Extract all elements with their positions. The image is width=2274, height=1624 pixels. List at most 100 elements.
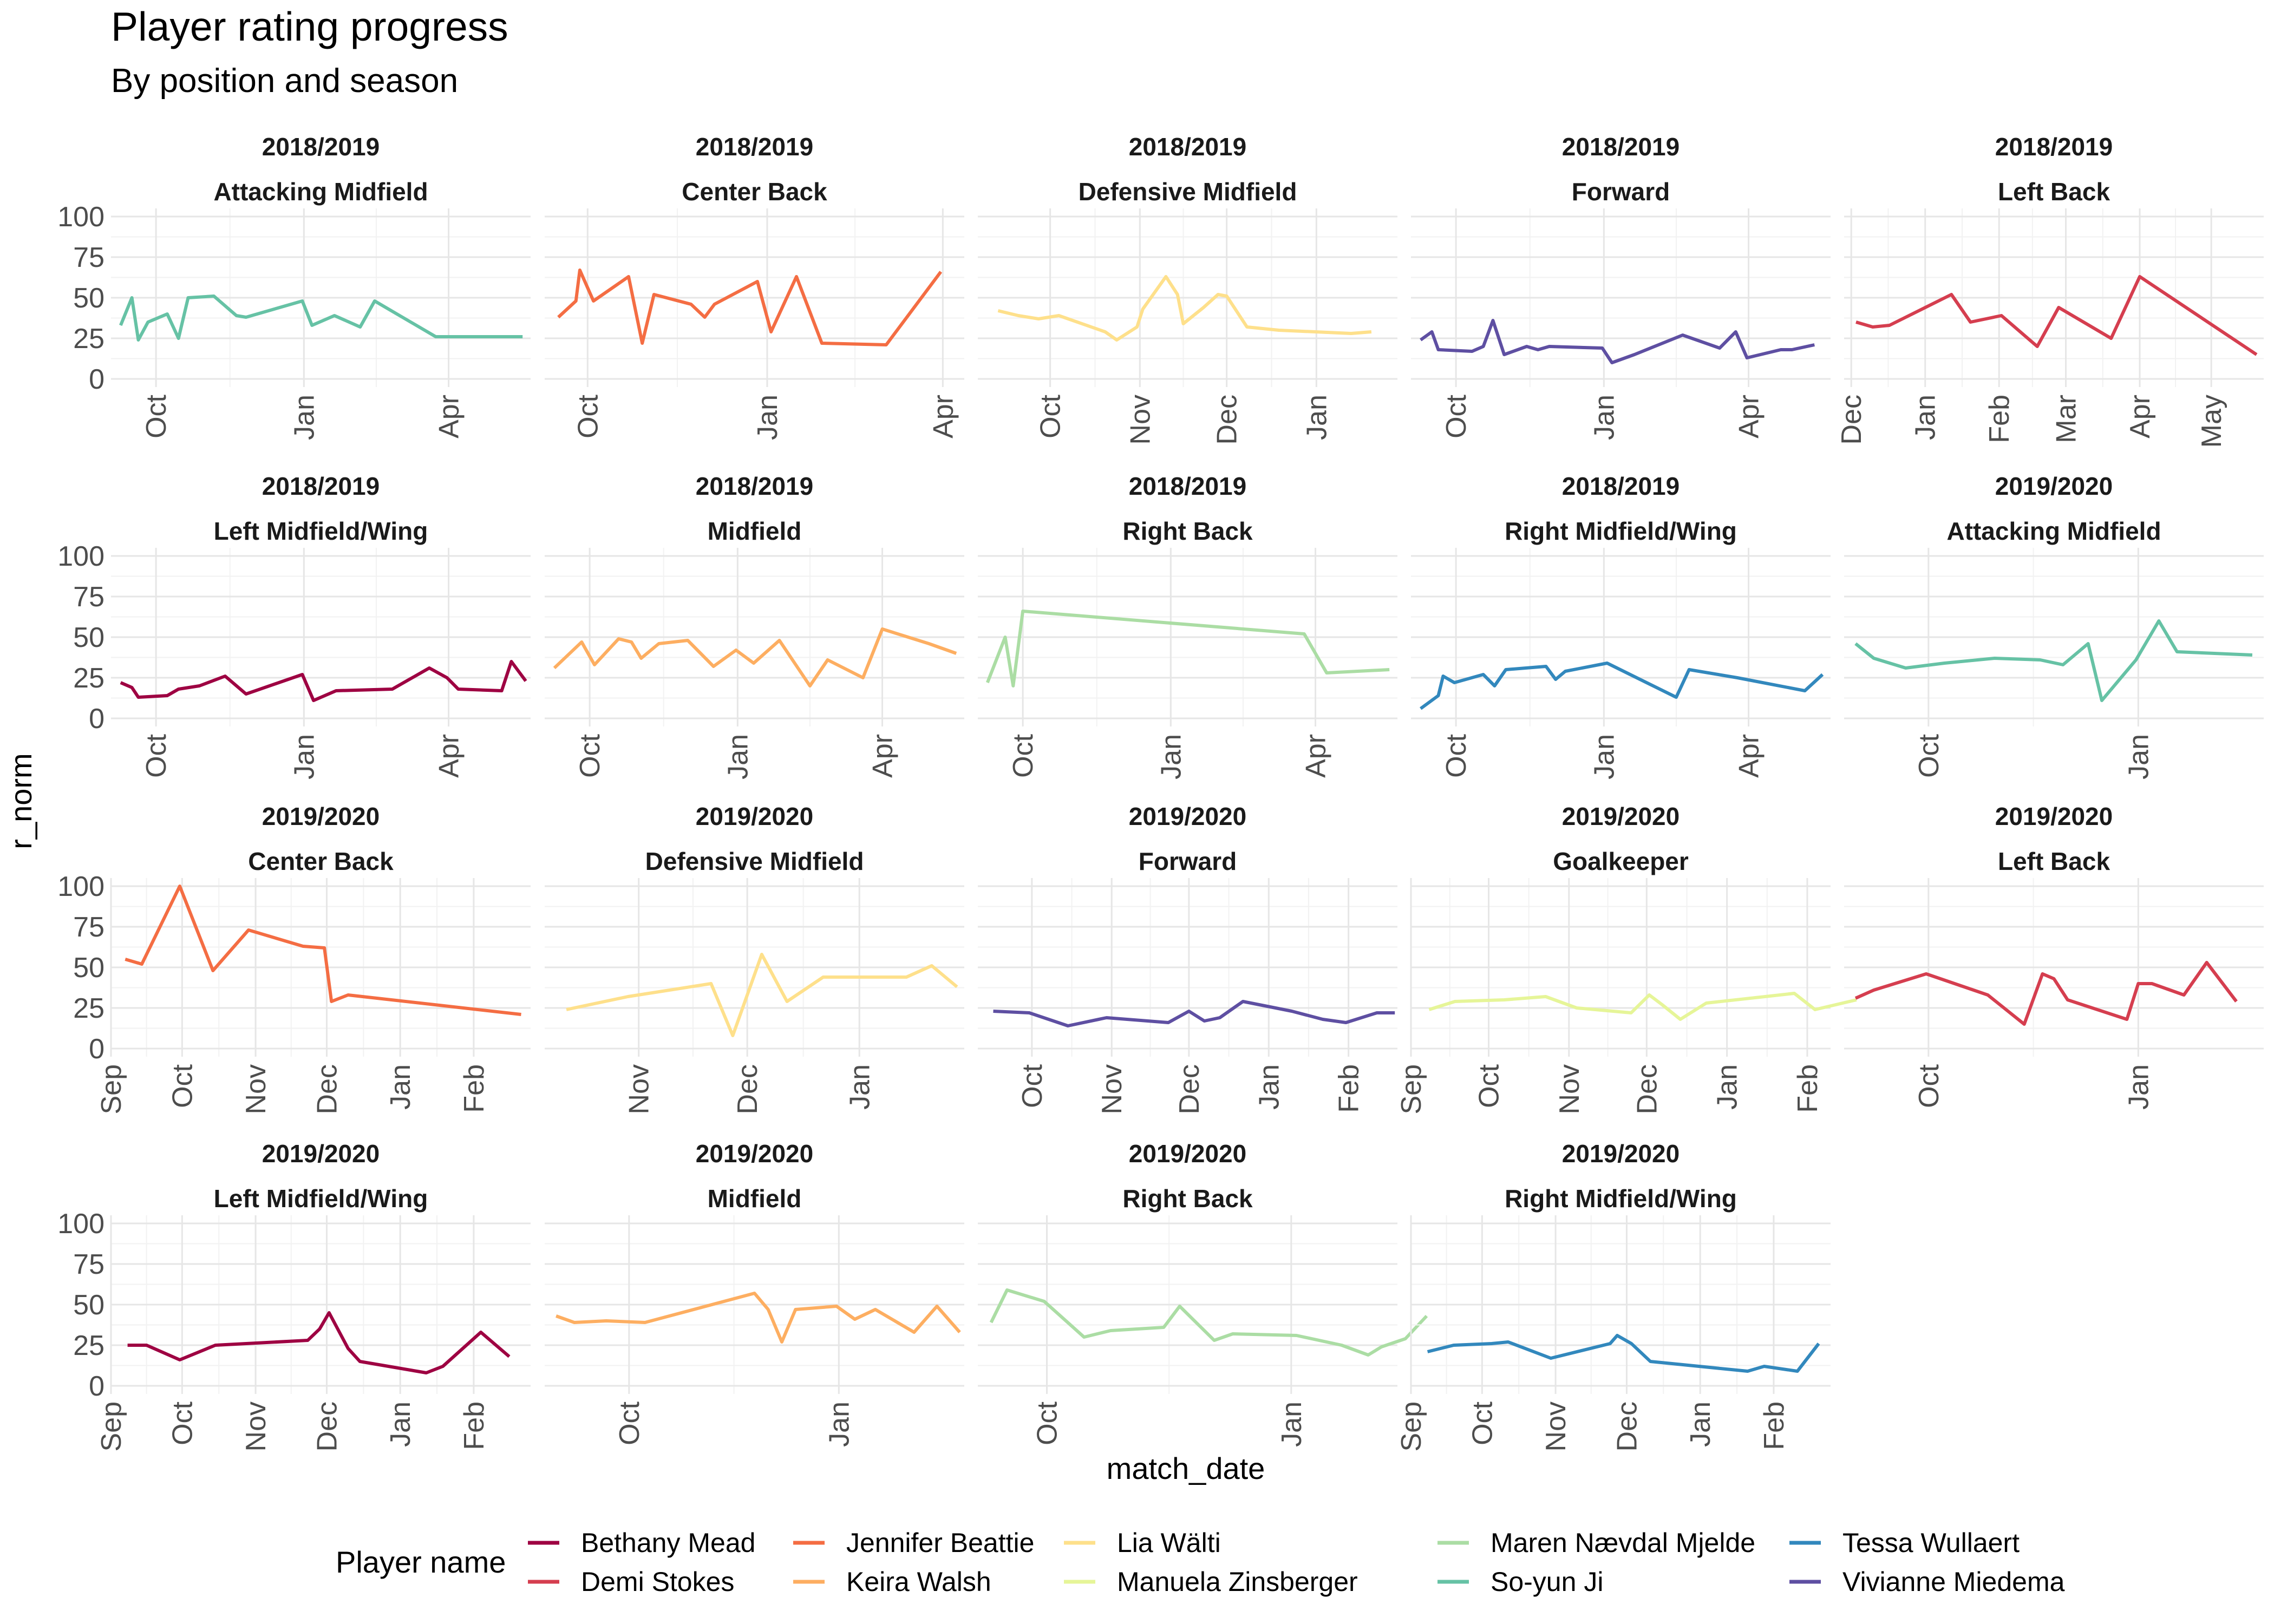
- x-tick-label: Mar: [2051, 395, 2082, 443]
- panel: 2018/2019 Left Back Dec Jan Feb Mar Apr May: [1836, 133, 2264, 448]
- panel: 2019/2020 Right Back Oct Jan: [978, 1140, 1428, 1447]
- x-tick-label: Nov: [240, 1402, 272, 1451]
- y-tick-label: 0: [89, 1033, 104, 1065]
- panel-position-label: Right Midfield/Wing: [1505, 1184, 1737, 1213]
- x-axis-label: match_date: [1107, 1451, 1265, 1485]
- series-line: [127, 1311, 511, 1374]
- y-tick-label: 50: [73, 622, 104, 653]
- y-axis-label: r_norm: [4, 753, 38, 849]
- panel-season-label: 2019/2020: [1995, 472, 2113, 500]
- x-tick-label: Feb: [459, 1402, 490, 1450]
- x-tick-label: Oct: [1008, 734, 1039, 777]
- panel-position-label: Goalkeeper: [1553, 847, 1689, 875]
- legend-item: Vivianne Miedema: [1789, 1567, 2065, 1597]
- x-tick-label: Oct: [1441, 394, 1472, 438]
- y-tick-label: 100: [57, 1208, 104, 1240]
- x-tick-label: Nov: [1125, 395, 1156, 444]
- x-tick-label: Jan: [1589, 734, 1620, 780]
- x-tick-label: Jan: [1589, 395, 1620, 440]
- x-tick-label: Jan: [1301, 395, 1332, 440]
- panel-position-label: Right Midfield/Wing: [1505, 517, 1737, 545]
- panel-season-label: 2018/2019: [262, 472, 380, 500]
- y-tick-label: 0: [89, 364, 104, 395]
- legend-label: Keira Walsh: [846, 1567, 991, 1597]
- series-line: [1428, 992, 1857, 1021]
- panel: 2018/2019 Center Back Oct Jan Apr: [545, 133, 964, 440]
- panel: 2018/2019 Forward Oct Jan Apr: [1411, 133, 1831, 440]
- panel-season-label: 2019/2020: [1995, 802, 2113, 830]
- x-tick-label: Dec: [1212, 395, 1243, 444]
- panel-season-label: 2018/2019: [1129, 472, 1246, 500]
- y-tick-label: 25: [73, 1330, 104, 1361]
- legend-item: Tessa Wullaert: [1789, 1528, 2020, 1558]
- x-tick-label: Nov: [240, 1064, 272, 1114]
- y-tick-label: 75: [73, 242, 104, 273]
- series-line: [1420, 662, 1824, 710]
- x-tick-label: Jan: [722, 734, 754, 780]
- x-tick-label: Oct: [1017, 1064, 1048, 1108]
- panel-season-label: 2019/2020: [1129, 802, 1246, 830]
- series-line: [989, 1288, 1428, 1357]
- x-tick-label: Sep: [96, 1402, 127, 1452]
- x-tick-label: Dec: [1174, 1064, 1205, 1114]
- legend-label: Manuela Zinsberger: [1117, 1567, 1358, 1597]
- x-tick-label: Sep: [96, 1064, 127, 1115]
- x-tick-label: Apr: [1734, 734, 1765, 778]
- panel-position-label: Attacking Midfield: [213, 178, 428, 206]
- x-tick-label: Oct: [572, 394, 604, 438]
- chart-title: Player rating progress: [111, 4, 508, 49]
- series-line: [120, 660, 527, 702]
- panel-position-label: Center Back: [682, 178, 827, 206]
- panel-season-label: 2019/2020: [262, 1140, 380, 1168]
- x-tick-label: Oct: [1913, 1064, 1945, 1108]
- series-line: [556, 1292, 961, 1344]
- panel-season-label: 2019/2020: [1562, 1140, 1680, 1168]
- x-tick-label: Sep: [1396, 1064, 1427, 1115]
- panel: 2019/2020 Left Back Oct Jan: [1844, 802, 2264, 1110]
- panel-position-label: Defensive Midfield: [645, 847, 864, 875]
- panel-season-label: 2019/2020: [1562, 802, 1680, 830]
- x-tick-label: Oct: [167, 1401, 198, 1445]
- x-tick-label: Oct: [141, 734, 172, 777]
- legend-label: Maren Nævdal Mjelde: [1491, 1528, 1755, 1558]
- panel: 2019/2020 Left Midfield/Wing 0 25 50 75 100 Sep…: [57, 1140, 531, 1452]
- panel-season-label: 2019/2020: [696, 802, 813, 830]
- legend-label: So-yun Ji: [1491, 1567, 1603, 1597]
- y-tick-label: 50: [73, 952, 104, 984]
- x-tick-label: Apr: [1301, 734, 1332, 778]
- x-tick-label: Nov: [1554, 1064, 1585, 1114]
- panel-position-label: Midfield: [708, 1184, 802, 1213]
- y-tick-label: 75: [73, 1249, 104, 1280]
- series-line: [993, 1000, 1395, 1027]
- x-tick-label: Feb: [1984, 395, 2015, 443]
- x-tick-label: Oct: [614, 1401, 645, 1445]
- x-tick-label: Feb: [459, 1064, 490, 1113]
- x-tick-label: Feb: [1334, 1064, 1365, 1113]
- x-tick-label: Dec: [732, 1064, 763, 1114]
- panel-position-label: Attacking Midfield: [1946, 517, 2161, 545]
- series-line: [557, 269, 943, 346]
- legend-label: Vivianne Miedema: [1842, 1567, 2065, 1597]
- panel: 2018/2019 Attacking Midfield 0 25 50 75 100 Oct…: [57, 133, 531, 440]
- series-line: [553, 627, 957, 687]
- x-tick-label: Apr: [434, 734, 465, 778]
- y-tick-label: 50: [73, 1289, 104, 1321]
- y-tick-label: 0: [89, 703, 104, 735]
- series-line: [119, 294, 523, 342]
- panel-position-label: Left Midfield/Wing: [214, 517, 428, 545]
- legend-label: Jennifer Beattie: [846, 1528, 1034, 1558]
- panel-season-label: 2019/2020: [1129, 1140, 1246, 1168]
- x-tick-label: Jan: [289, 395, 320, 440]
- y-tick-label: 25: [73, 663, 104, 694]
- facet-panels: 2018/2019 Attacking Midfield 0 25 50 75 100 Oct…: [57, 133, 2264, 1452]
- legend: Player name Bethany Mead Demi Stokes Jenni…: [336, 1528, 2065, 1597]
- x-tick-label: Jan: [385, 1064, 416, 1110]
- legend-item: Manuela Zinsberger: [1064, 1567, 1358, 1597]
- panel: 2018/2019 Right Back Oct Jan Apr: [978, 472, 1397, 780]
- x-tick-label: Jan: [2123, 734, 2154, 780]
- panel-season-label: 2018/2019: [1995, 133, 2113, 161]
- x-tick-label: Dec: [311, 1064, 343, 1114]
- panel: 2019/2020 Defensive Midfield Nov Dec Jan: [545, 802, 964, 1114]
- x-tick-label: Apr: [434, 395, 465, 438]
- x-tick-label: Dec: [1836, 395, 1867, 444]
